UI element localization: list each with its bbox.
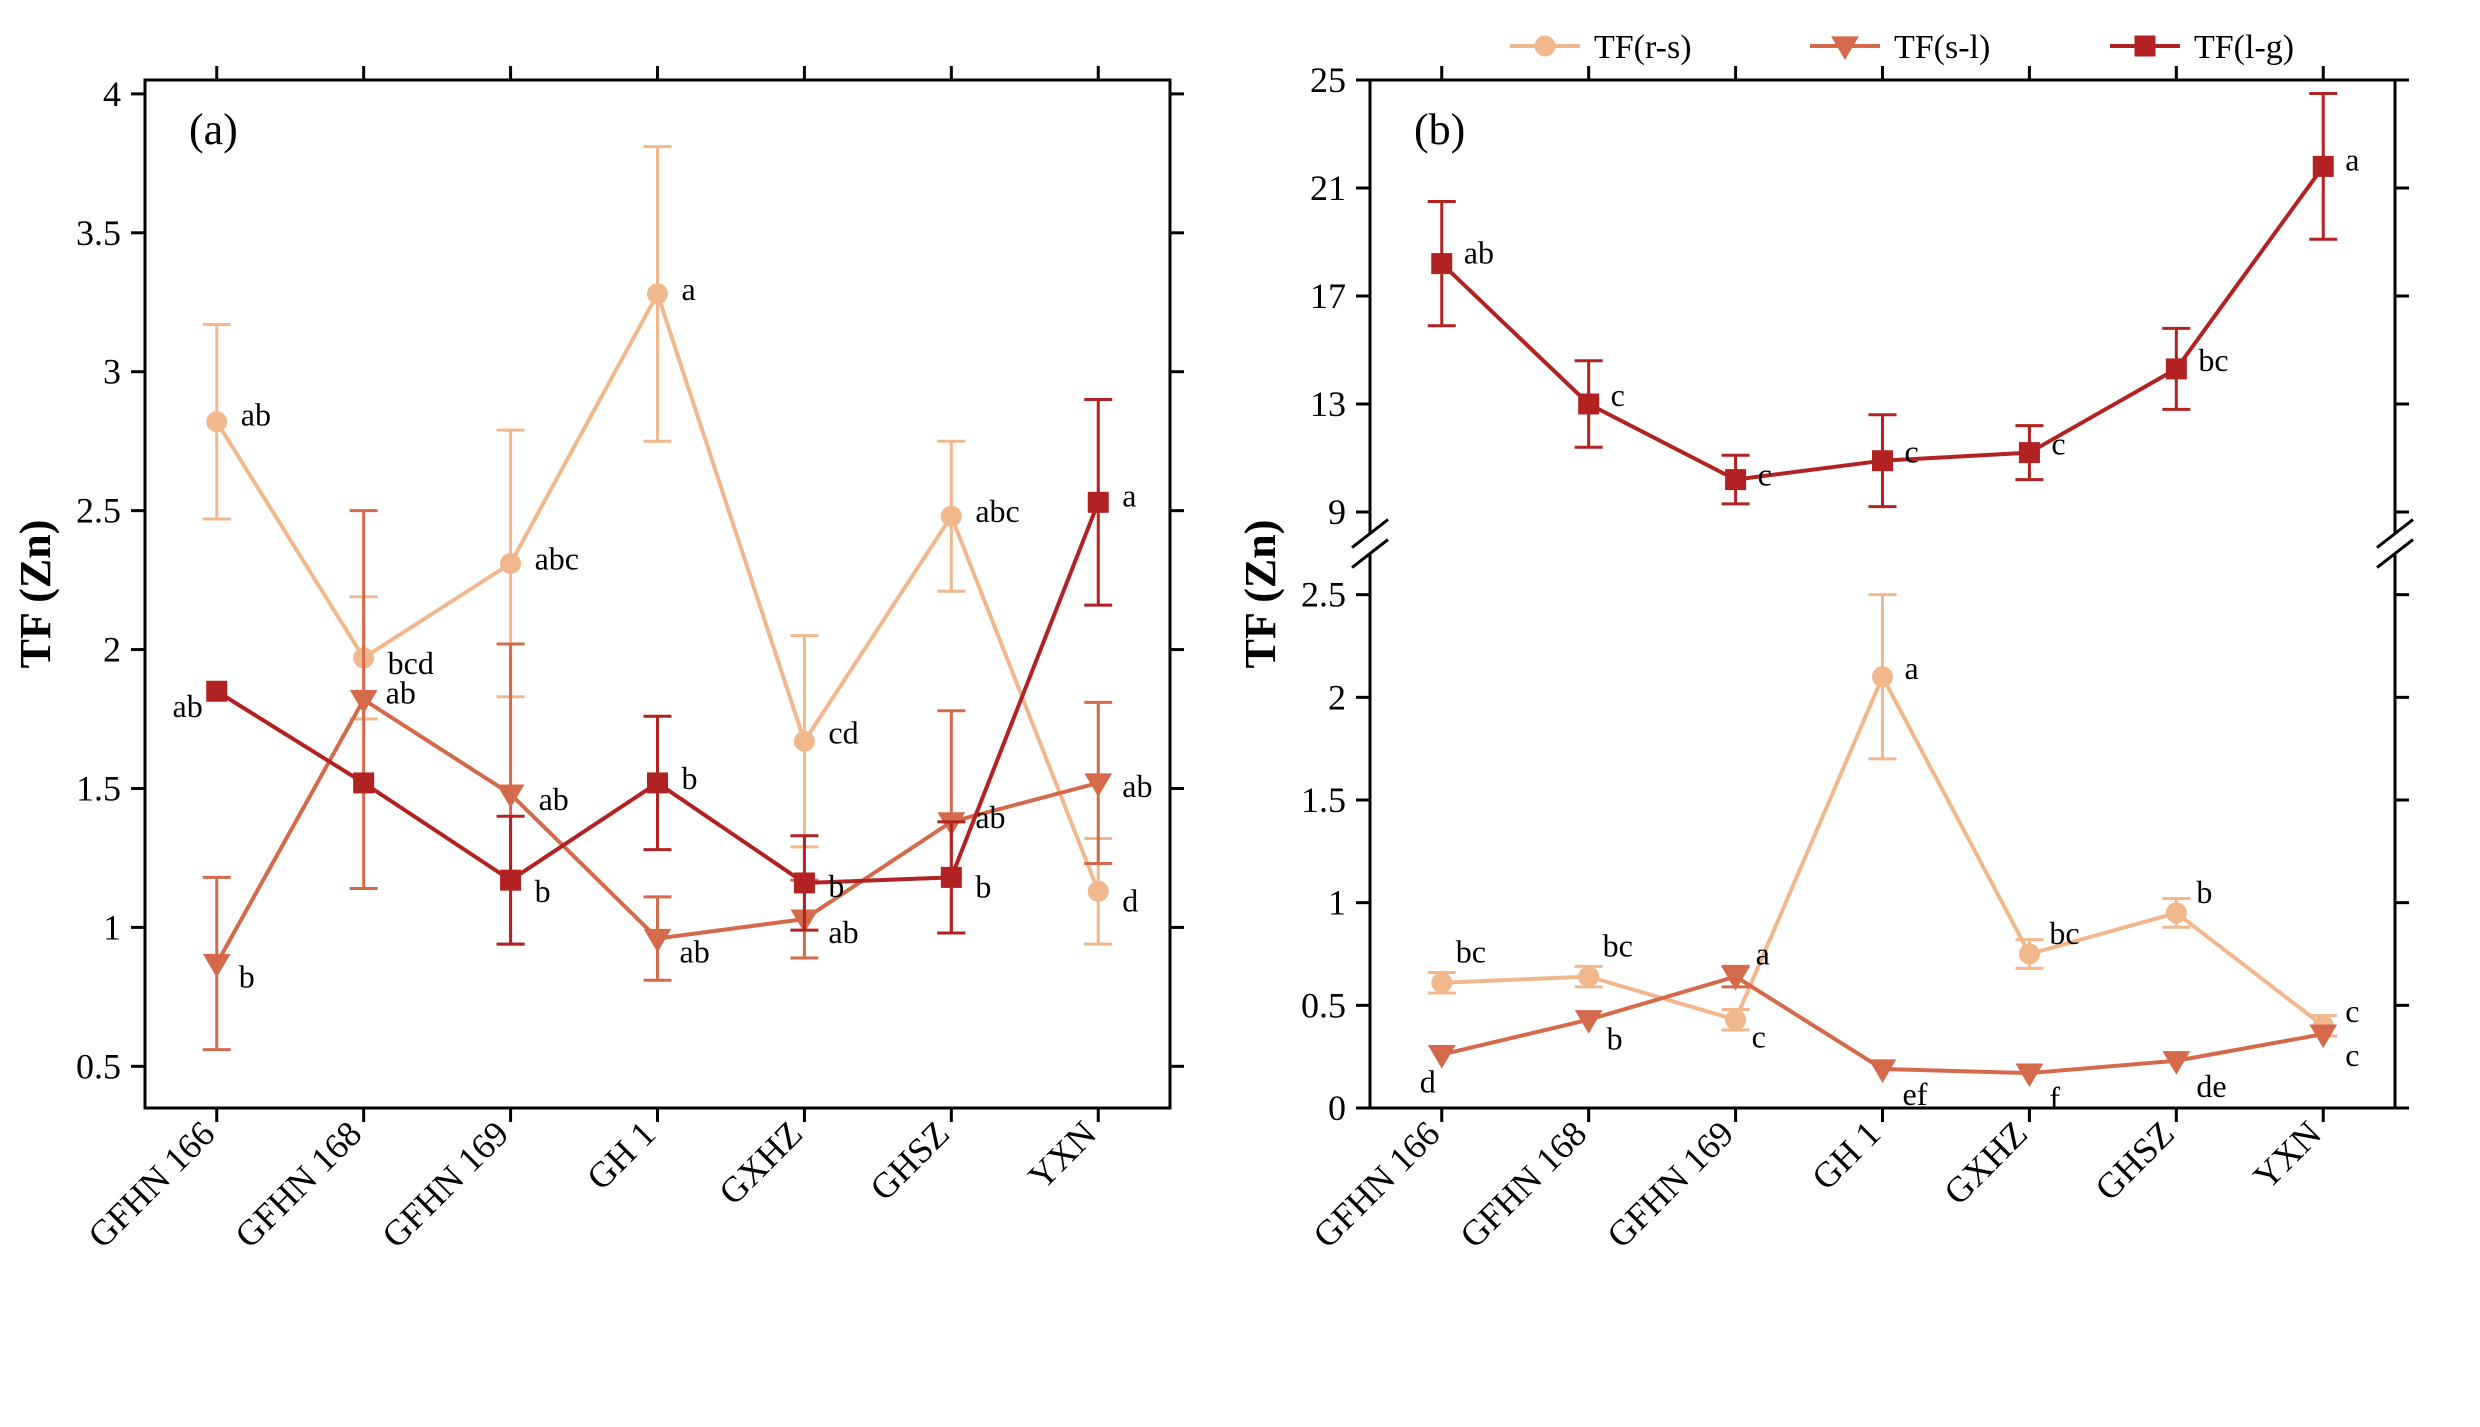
ytick-label: 2.5 xyxy=(1301,575,1346,615)
ytick-label: 2 xyxy=(103,630,121,670)
ann-lg: ab xyxy=(1464,235,1494,271)
xtick-label: GFHN 168 xyxy=(227,1113,369,1255)
ann-lg: b xyxy=(682,760,698,796)
xtick-label: GXHZ xyxy=(711,1113,810,1212)
series-sl-line xyxy=(1442,977,2324,1074)
ann-sl: de xyxy=(2196,1068,2226,1104)
ytick-label: 0 xyxy=(1328,1088,1346,1128)
xtick-label: GH 1 xyxy=(1804,1113,1888,1197)
ytick-label: 2.5 xyxy=(76,491,121,531)
ytick-label: 9 xyxy=(1328,492,1346,532)
ann-lg: c xyxy=(1758,457,1772,493)
xtick-label: GFHN 168 xyxy=(1452,1113,1594,1255)
ann-rs: bc xyxy=(1456,934,1486,970)
ytick-label: 1 xyxy=(103,907,121,947)
ytick-label: 3.5 xyxy=(76,213,121,253)
panel-label-a: (a) xyxy=(189,105,238,154)
ytick-label: 17 xyxy=(1310,276,1346,316)
ytick-label: 3 xyxy=(103,352,121,392)
ann-rs: ab xyxy=(241,397,271,433)
ytick-label: 0.5 xyxy=(76,1046,121,1086)
xtick-label: GXHZ xyxy=(1936,1113,2035,1212)
ytick-label: 4 xyxy=(103,74,121,114)
ytick-label: 25 xyxy=(1310,60,1346,100)
ann-rs: c xyxy=(1752,1019,1766,1055)
ann-rs: d xyxy=(1122,882,1138,918)
xtick-label: GHSZ xyxy=(2087,1113,2182,1208)
ann-sl: b xyxy=(1607,1021,1623,1057)
ytick-label: 0.5 xyxy=(1301,985,1346,1025)
ann-rs: b xyxy=(2196,874,2212,910)
panel-b: 0 0.5 1 1.5 2 2.5 9 13 17 21 25 GFHN 166GFHN 168GFH… xyxy=(1236,60,2413,1256)
ann-lg: b xyxy=(535,873,551,909)
ytick-label: 13 xyxy=(1310,384,1346,424)
ann-sl: a xyxy=(1756,936,1770,972)
ann-rs: cd xyxy=(828,714,858,750)
xtick-label: GFHN 169 xyxy=(1599,1113,1741,1255)
ann-lg: c xyxy=(1611,377,1625,413)
chart-canvas: 0.511.522.533.54GFHN 166GFHN 168GFHN 169… xyxy=(0,0,2480,1427)
legend-item-sl: TF(s-l) xyxy=(1894,29,1990,66)
ann-rs: abc xyxy=(975,493,1019,529)
ann-rs: abc xyxy=(535,540,579,576)
panel-a: 0.5 1 1.5 2 2.5 3 3.5 4 GFHN 166GFHN 168GFHN 169… xyxy=(11,66,1184,1256)
ann-lg: a xyxy=(2345,141,2359,177)
ann-lg: b xyxy=(975,868,991,904)
ann-sl: b xyxy=(239,959,255,995)
xtick-label: YXN xyxy=(2245,1113,2328,1196)
ann-rs: bc xyxy=(2049,915,2079,951)
ann-rs: bc xyxy=(1603,928,1633,964)
ytick-label: 1 xyxy=(1328,883,1346,923)
ann-sl: ab xyxy=(386,675,416,711)
xtick-label: GFHN 166 xyxy=(1305,1113,1447,1255)
ytick-label: 1.5 xyxy=(76,768,121,808)
ytick-label: 21 xyxy=(1310,168,1346,208)
ann-rs: a xyxy=(1905,650,1919,686)
ann-rs: a xyxy=(682,271,696,307)
ann-sl: ab xyxy=(539,781,569,817)
ann-sl: d xyxy=(1420,1064,1436,1100)
ann-sl: ab xyxy=(828,914,858,950)
ann-lg: c xyxy=(1905,434,1919,470)
xtick-label: GH 1 xyxy=(579,1113,663,1197)
legend-item-rs: TF(r-s) xyxy=(1594,29,1692,66)
ann-lg: a xyxy=(1122,477,1136,513)
xtick-label: GFHN 166 xyxy=(80,1113,222,1255)
ann-sl: f xyxy=(2049,1080,2060,1116)
y-axis-label: TF (Zn) xyxy=(1236,520,1285,669)
xtick-label: YXN xyxy=(1020,1113,1103,1196)
ytick-label: 1.5 xyxy=(1301,780,1346,820)
ann-sl: ab xyxy=(1122,768,1152,804)
ann-sl: c xyxy=(2345,1037,2359,1073)
chart-svg: 0.511.522.533.54GFHN 166GFHN 168GFHN 169… xyxy=(0,0,2480,1427)
ann-sl: ef xyxy=(1903,1076,1928,1112)
legend-item-lg: TF(l-g) xyxy=(2194,29,2294,66)
y-axis-label: TF (Zn) xyxy=(11,520,60,669)
ann-lg: b xyxy=(828,868,844,904)
panel-label-b: (b) xyxy=(1414,105,1465,154)
ann-lg: bc xyxy=(2198,342,2228,378)
ann-rs: c xyxy=(2345,993,2359,1029)
ann-lg: ab xyxy=(173,688,203,724)
ytick-label: 2 xyxy=(1328,677,1346,717)
xtick-label: GFHN 169 xyxy=(374,1113,516,1255)
ann-sl: ab xyxy=(680,934,710,970)
ann-lg: c xyxy=(2051,426,2065,462)
legend: TF(r-s) TF(s-l) TF(l-g) xyxy=(1510,29,2294,66)
xtick-label: GHSZ xyxy=(862,1113,957,1208)
